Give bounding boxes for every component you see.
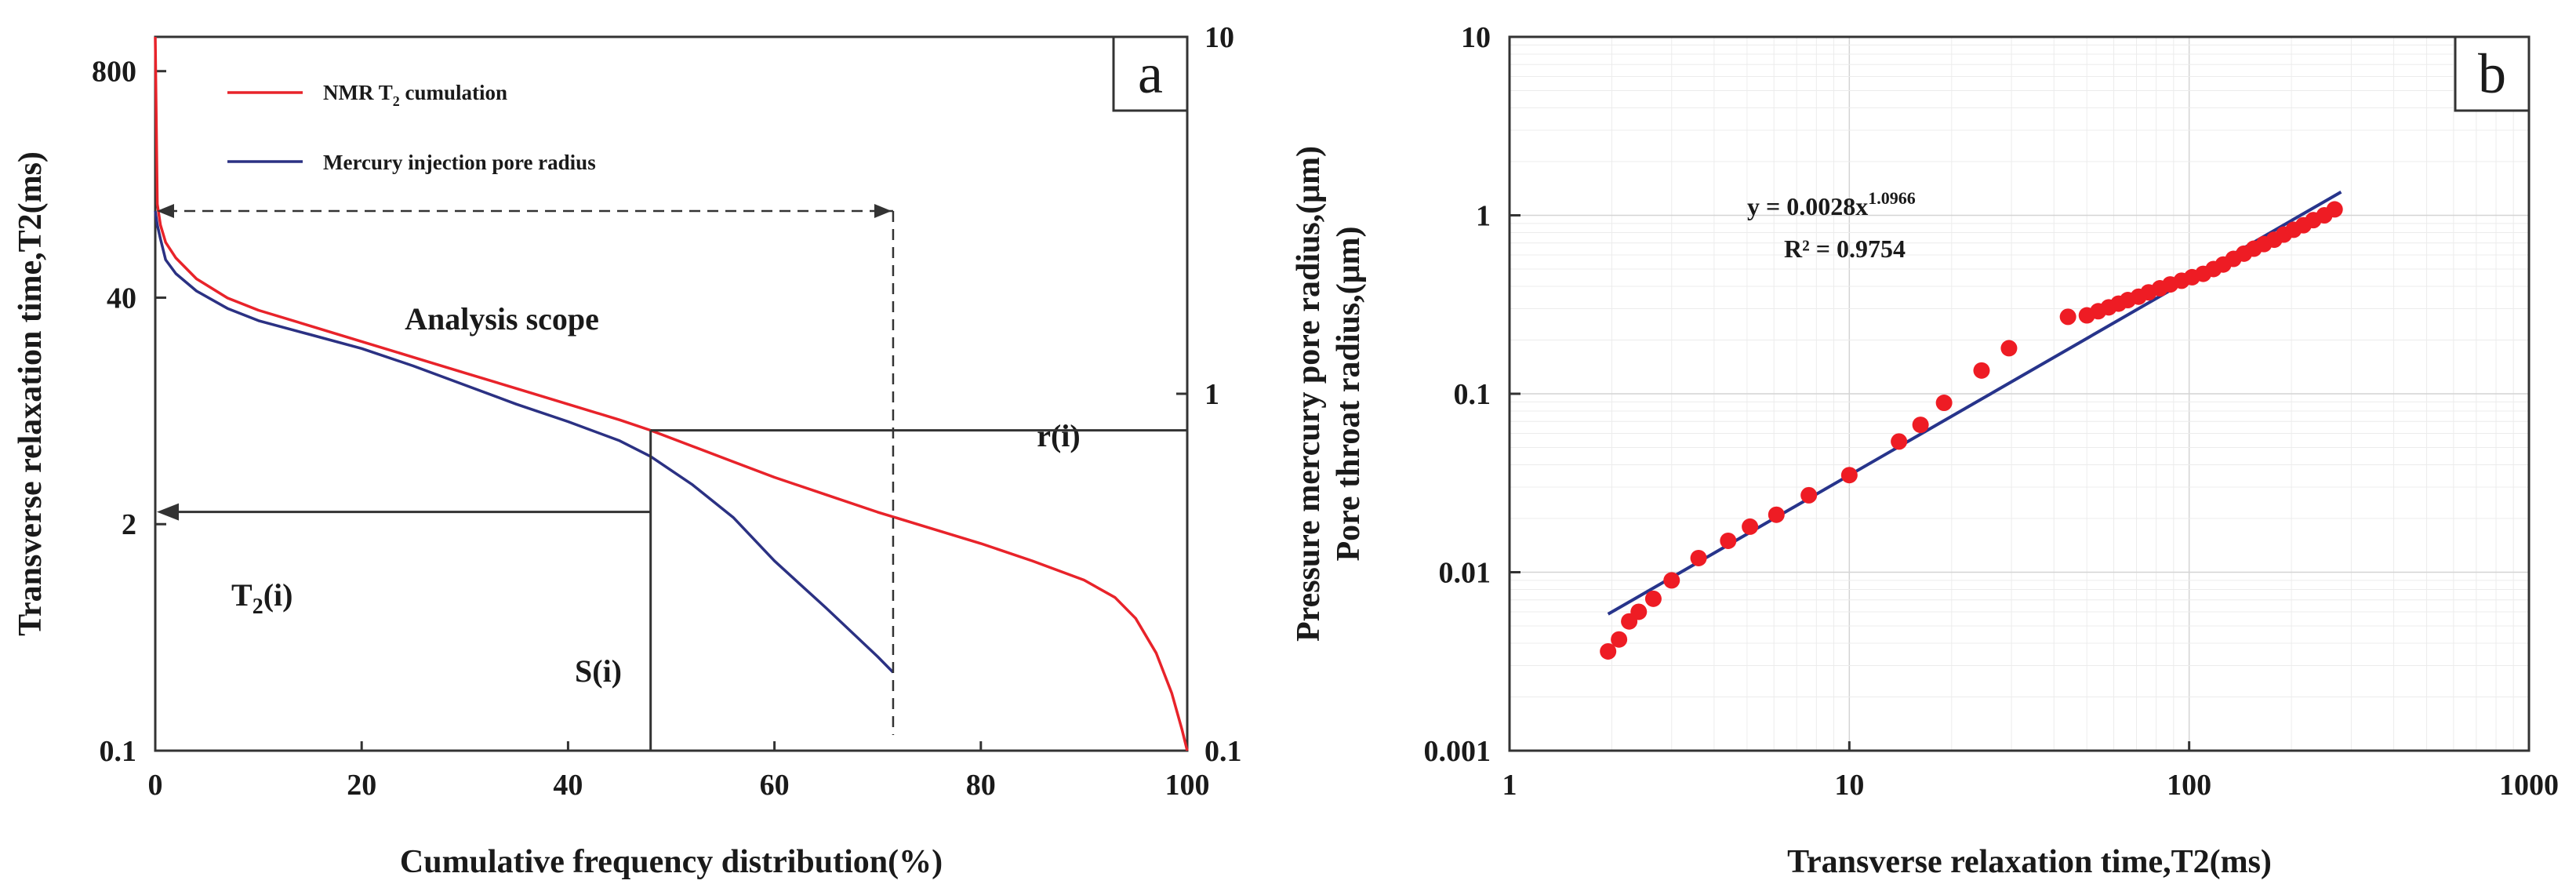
data-point (1600, 642, 1617, 660)
panel-b-x-title: Transverse relaxation time,T2(ms) (1787, 844, 2272, 880)
panel-a-right-tick-label: 0.1 (1204, 735, 1242, 768)
panel-a-x-title: Cumulative frequency distribution(%) (400, 844, 943, 880)
data-point (2326, 201, 2343, 218)
data-point (1663, 572, 1680, 589)
data-point (1935, 395, 1953, 412)
si-label: S(i) (575, 653, 622, 689)
panel-a-x-tick-label: 80 (966, 769, 996, 802)
fit-r-squared: R² = 0.9754 (1784, 235, 1906, 263)
panel-a-x-tick-label: 100 (1165, 769, 1210, 802)
panel-b-grid (1510, 37, 2529, 751)
analysis-scope-arrowhead-left (157, 203, 174, 218)
panel-b-y-tick-label: 0.1 (1454, 378, 1491, 411)
panel-a-letter-box (1112, 35, 1189, 112)
panel-a-left-tick-label: 0.1 (100, 735, 137, 768)
panel-b-letter: b (2478, 42, 2506, 105)
panel-b-x-tick-label: 1000 (2499, 769, 2559, 802)
panel-a-right-tick-label: 10 (1204, 21, 1234, 54)
analysis-scope-arrowhead-right (874, 203, 892, 218)
analysis-scope-label: Analysis scope (405, 301, 599, 337)
data-point (1611, 631, 1628, 648)
panel-b-x-tick-label: 1 (1502, 769, 1517, 802)
data-point (1768, 506, 1785, 523)
panel-a-plot-frame (154, 35, 1189, 752)
series-line-nmr (154, 36, 1189, 751)
data-point (1742, 518, 1759, 535)
panel-b: 1 10 100 1000 0.001 0.01 0.1 1 10 y = 0.0028x1.0… (1291, 21, 2559, 880)
panel-b-letter-box (2454, 35, 2531, 112)
data-point (2000, 340, 2018, 357)
panel-a-annotations: Analysis scope r(i) T2(i) S(i) (157, 203, 1187, 751)
panel-a-left-tick-label: 800 (92, 56, 136, 89)
panel-b-y-tick-label: 0.01 (1439, 557, 1491, 590)
legend-label-mercury: Mercury injection pore radius (323, 151, 596, 174)
data-point (1690, 549, 1707, 566)
panel-b-y-title-line2: Pore throat radius,(μm) (1331, 226, 1367, 561)
panel-a-series (154, 36, 1189, 751)
data-point (1891, 433, 1908, 450)
panel-b-x-tick-label: 10 (1834, 769, 1864, 802)
data-point (1720, 532, 1737, 549)
panel-b-x-tick-label: 100 (2167, 769, 2211, 802)
data-point (1912, 417, 1929, 434)
ri-label: r(i) (1037, 418, 1081, 453)
panel-b-ticks: 1 10 100 1000 0.001 0.01 0.1 1 10 (1424, 21, 2560, 802)
panel-a-left-tick-label: 2 (122, 508, 136, 541)
panel-b-y-tick-label: 0.001 (1424, 735, 1491, 768)
panel-b-y-title-line1: Pressure mercury pore radius,(μm) (1291, 146, 1327, 642)
panel-a-legend: NMR T2 cumulation Mercury injection pore… (227, 81, 596, 174)
t2i-label: T2(i) (231, 577, 292, 619)
legend-label-nmr: NMR T2 cumulation (323, 81, 507, 109)
panel-a-x-tick-label: 40 (553, 769, 583, 802)
data-point (1840, 467, 1858, 484)
panel-b-y-tick-label: 1 (1476, 200, 1491, 233)
panel-a-y-title: Transverse relaxation time,T2(ms) (13, 151, 49, 636)
data-point (1630, 603, 1648, 620)
panel-a-left-tick-label: 40 (107, 282, 136, 315)
panel-a-x-tick-label: 0 (148, 769, 163, 802)
t2i-arrowhead (157, 503, 179, 521)
fit-equation: y = 0.0028x1.0966 (1747, 188, 1916, 220)
panel-a-letter: a (1138, 42, 1163, 105)
data-point (1644, 590, 1662, 607)
data-point (1973, 362, 1990, 379)
panel-b-points (1600, 201, 2343, 660)
panel-a-x-tick-label: 20 (347, 769, 376, 802)
panel-b-y-tick-label: 10 (1461, 21, 1491, 54)
panel-a-x-tick-label: 60 (760, 769, 790, 802)
series-line-mercury (154, 210, 895, 674)
data-point (1800, 486, 1818, 504)
data-point (2059, 308, 2076, 326)
panel-a-right-tick-label: 1 (1204, 378, 1219, 411)
